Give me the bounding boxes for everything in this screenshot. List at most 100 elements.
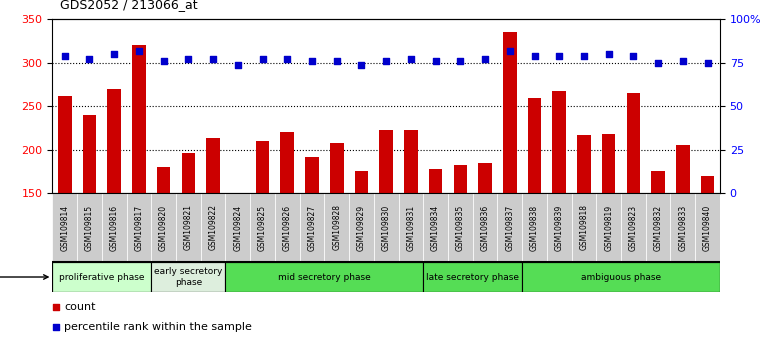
Text: GSM109822: GSM109822 [209, 205, 218, 250]
Point [479, 57, 491, 62]
Text: ambiguous phase: ambiguous phase [581, 273, 661, 281]
Point [602, 51, 614, 57]
Text: GSM109837: GSM109837 [505, 204, 514, 251]
Text: other: other [0, 272, 48, 282]
Text: GSM109823: GSM109823 [629, 204, 638, 251]
Bar [497, 193, 522, 262]
Text: late secretory phase: late secretory phase [426, 273, 519, 281]
Point [380, 58, 392, 64]
Point [330, 58, 343, 64]
Text: GSM109832: GSM109832 [654, 204, 663, 251]
Text: GSM109839: GSM109839 [554, 204, 564, 251]
Bar [380, 131, 393, 193]
Text: GSM109825: GSM109825 [258, 204, 267, 251]
Bar [596, 193, 621, 262]
Bar [77, 193, 102, 262]
Bar [701, 176, 715, 193]
Text: GSM109834: GSM109834 [431, 204, 440, 251]
Bar [651, 171, 665, 193]
Text: GSM109818: GSM109818 [580, 205, 588, 250]
Bar [58, 96, 72, 193]
Bar [547, 193, 571, 262]
Text: GSM109816: GSM109816 [109, 204, 119, 251]
Bar [627, 93, 640, 193]
Bar [571, 193, 596, 262]
Bar [275, 193, 300, 262]
Bar [424, 193, 448, 262]
Text: GSM109836: GSM109836 [480, 204, 490, 251]
Bar [646, 193, 671, 262]
Point [83, 57, 95, 62]
Bar [132, 45, 146, 193]
Bar [527, 97, 541, 193]
Text: GSM109815: GSM109815 [85, 204, 94, 251]
Bar [454, 165, 467, 193]
Text: percentile rank within the sample: percentile rank within the sample [65, 322, 253, 332]
Text: GSM109826: GSM109826 [283, 204, 292, 251]
Point [578, 53, 590, 59]
Point [108, 51, 120, 57]
Point [553, 53, 565, 59]
Bar [107, 89, 121, 193]
Bar [226, 262, 424, 292]
Bar [157, 167, 170, 193]
Point [701, 60, 714, 66]
Bar [621, 193, 646, 262]
Bar [226, 193, 250, 262]
Point [157, 58, 169, 64]
Text: GSM109835: GSM109835 [456, 204, 465, 251]
Bar [349, 193, 373, 262]
Bar [602, 134, 615, 193]
Text: GSM109820: GSM109820 [159, 204, 168, 251]
Bar [448, 193, 473, 262]
Text: GSM109831: GSM109831 [407, 204, 415, 251]
Bar [52, 193, 77, 262]
Point [677, 58, 689, 64]
Bar [126, 193, 151, 262]
Bar [404, 131, 417, 193]
Point [256, 57, 269, 62]
Text: mid secretory phase: mid secretory phase [278, 273, 370, 281]
Point [528, 53, 541, 59]
Point [49, 304, 62, 309]
Bar [399, 193, 424, 262]
Point [628, 53, 640, 59]
Bar [280, 132, 294, 193]
Text: GSM109814: GSM109814 [60, 204, 69, 251]
Point [652, 60, 665, 66]
Bar [671, 193, 695, 262]
Bar [300, 193, 324, 262]
Bar [552, 91, 566, 193]
Point [405, 57, 417, 62]
Text: GSM109838: GSM109838 [530, 204, 539, 251]
Bar [151, 193, 176, 262]
Point [306, 58, 318, 64]
Bar [305, 156, 319, 193]
Bar [373, 193, 399, 262]
Text: GSM109830: GSM109830 [382, 204, 390, 251]
Point [207, 57, 219, 62]
Bar [355, 171, 368, 193]
Bar [256, 141, 270, 193]
Bar [330, 143, 343, 193]
Text: GSM109829: GSM109829 [357, 204, 366, 251]
Bar [182, 153, 195, 193]
Text: GSM109817: GSM109817 [135, 204, 143, 251]
Bar [695, 193, 720, 262]
Point [132, 48, 145, 53]
Bar [473, 193, 497, 262]
Bar [201, 193, 226, 262]
Text: GSM109833: GSM109833 [678, 204, 688, 251]
Bar [151, 262, 226, 292]
Bar [522, 193, 547, 262]
Text: proliferative phase: proliferative phase [59, 273, 145, 281]
Point [430, 58, 442, 64]
Bar [503, 33, 517, 193]
Bar [231, 193, 245, 195]
Point [182, 57, 195, 62]
Point [49, 324, 62, 330]
Text: GSM109819: GSM109819 [604, 204, 613, 251]
Bar [578, 135, 591, 193]
Point [355, 62, 367, 67]
Bar [82, 115, 96, 193]
